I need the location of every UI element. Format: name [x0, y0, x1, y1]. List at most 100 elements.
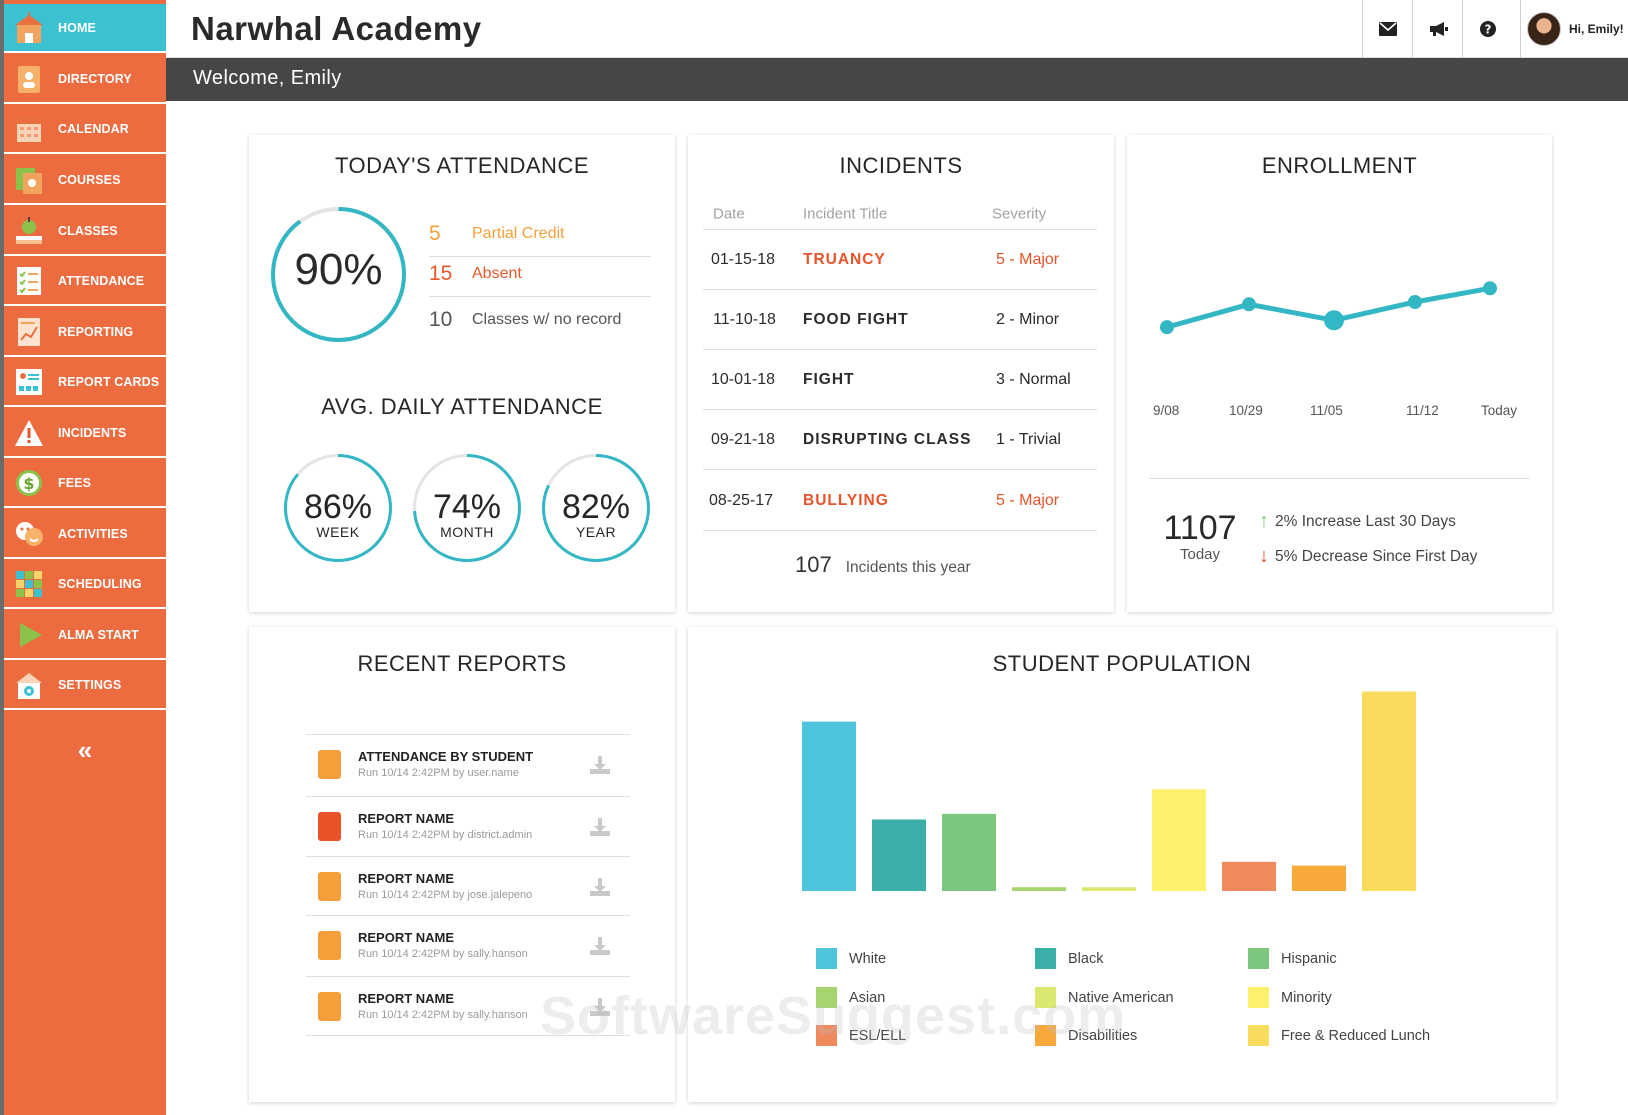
- collapse-sidebar-button[interactable]: «: [77, 735, 93, 765]
- legend-item: Hispanic: [1248, 948, 1337, 969]
- play-icon: [14, 619, 44, 651]
- legend-item: Black: [1035, 948, 1103, 969]
- incident-row[interactable]: 11-10-18 FOOD FIGHT 2 - Minor: [703, 290, 1097, 350]
- enrollment-point: [1408, 295, 1422, 309]
- incident-title: DISRUPTING CLASS: [803, 430, 972, 448]
- help-icon: ?: [1479, 21, 1496, 37]
- enrollment-x-tick: 10/29: [1229, 403, 1263, 418]
- sidebar-item-label: ATTENDANCE: [58, 273, 145, 288]
- report-row[interactable]: REPORT NAME Run 10/14 2:42PM by sally.ha…: [306, 915, 630, 975]
- sidebar-item-incidents[interactable]: INCIDENTS: [4, 409, 166, 458]
- report-card-icon: [14, 366, 44, 398]
- report-row[interactable]: ATTENDANCE BY STUDENT Run 10/14 2:42PM b…: [306, 734, 630, 794]
- enrollment-line-chart: [1160, 281, 1497, 335]
- month-attendance-label: MONTH: [440, 524, 494, 540]
- report-file-icon: [318, 992, 341, 1021]
- incident-title: BULLYING: [803, 491, 889, 509]
- calendar-icon: [14, 113, 44, 145]
- theater-masks-icon: [14, 518, 44, 550]
- report-row[interactable]: REPORT NAME Run 10/14 2:42PM by jose.jal…: [306, 856, 630, 916]
- sidebar-item-courses[interactable]: COURSES: [4, 156, 166, 205]
- sidebar-item-directory[interactable]: DIRECTORY: [4, 55, 166, 104]
- legend-item: Minority: [1248, 987, 1332, 1008]
- enrollment-x-tick: 9/08: [1153, 403, 1180, 418]
- sidebar-item-calendar[interactable]: CALENDAR: [4, 105, 166, 154]
- download-icon[interactable]: [588, 815, 612, 839]
- report-meta: Run 10/14 2:42PM by jose.jalepeno: [358, 889, 533, 901]
- courses-icon: [14, 164, 44, 196]
- absent-count: 15: [429, 261, 453, 285]
- sidebar-item-alma-start[interactable]: ALMA START: [4, 611, 166, 660]
- download-icon[interactable]: [588, 995, 612, 1019]
- announcements-button[interactable]: [1412, 0, 1462, 58]
- enrollment-increase: ↑ 2% Increase Last 30 Days: [1259, 510, 1456, 533]
- sidebar-item-settings[interactable]: SETTINGS: [4, 661, 166, 710]
- enrollment-x-tick: Today: [1481, 403, 1518, 418]
- sidebar-item-label: INCIDENTS: [58, 425, 127, 440]
- no-record-row: 10 Classes w/ no record: [429, 297, 651, 343]
- incident-severity: 2 - Minor: [996, 310, 1060, 328]
- week-attendance-label: WEEK: [316, 524, 360, 540]
- sidebar-item-label: CLASSES: [58, 223, 118, 238]
- sidebar-item-report-cards[interactable]: REPORT CARDS: [4, 358, 166, 407]
- month-attendance-text: 74% MONTH: [417, 490, 517, 540]
- download-icon[interactable]: [588, 753, 612, 777]
- population-bar: [1012, 887, 1066, 891]
- legend-swatch: [1035, 1025, 1056, 1046]
- user-greeting: Hi, Emily!: [1569, 22, 1624, 36]
- legend-swatch: [816, 987, 837, 1008]
- sidebar-item-label: SETTINGS: [58, 677, 122, 692]
- population-bar: [1362, 691, 1416, 891]
- download-icon[interactable]: [588, 875, 612, 899]
- sidebar-item-activities[interactable]: ACTIVITIES: [4, 510, 166, 559]
- mail-button[interactable]: [1362, 0, 1412, 58]
- avg-attendance-title: AVG. DAILY ATTENDANCE: [321, 394, 603, 419]
- sidebar-item-classes[interactable]: CLASSES: [4, 207, 166, 256]
- checklist-icon: [14, 265, 44, 297]
- legend-label: Native American: [1068, 989, 1174, 1006]
- incident-row[interactable]: 08-25-17 BULLYING 5 - Major: [703, 471, 1097, 531]
- settings-house-icon: [14, 669, 44, 701]
- report-name: ATTENDANCE BY STUDENT: [358, 749, 534, 764]
- absent-row: 15 Absent: [429, 251, 651, 297]
- legend-item: Native American: [1035, 987, 1174, 1008]
- legend-label: Disabilities: [1068, 1027, 1138, 1044]
- download-icon[interactable]: [588, 934, 612, 958]
- sidebar-item-fees[interactable]: $ FEES: [4, 459, 166, 508]
- arrow-down-icon: ↓: [1259, 545, 1269, 567]
- megaphone-icon: [1429, 22, 1448, 36]
- incident-row[interactable]: 01-15-18 TRUANCY 5 - Major: [703, 230, 1097, 290]
- incident-title: TRUANCY: [803, 250, 886, 268]
- sidebar-item-attendance[interactable]: ATTENDANCE: [4, 257, 166, 306]
- report-name: REPORT NAME: [358, 871, 455, 886]
- help-button[interactable]: ?: [1462, 0, 1512, 58]
- month-attendance-percent: 74%: [432, 488, 502, 526]
- legend-swatch: [1035, 987, 1056, 1008]
- legend-label: ESL/ELL: [849, 1027, 907, 1044]
- recent-reports-card: RECENT REPORTS: [249, 627, 675, 1102]
- year-attendance-text: 82% YEAR: [546, 490, 646, 540]
- legend-label: Asian: [849, 989, 886, 1006]
- enrollment-card: ENROLLMENT: [1127, 135, 1552, 612]
- report-row[interactable]: REPORT NAME Run 10/14 2:42PM by district…: [306, 796, 630, 856]
- incident-severity: 5 - Major: [996, 250, 1060, 268]
- sidebar-item-reporting[interactable]: REPORTING: [4, 308, 166, 357]
- incident-row[interactable]: 10-01-18 FIGHT 3 - Normal: [703, 350, 1097, 410]
- legend-label: Free & Reduced Lunch: [1281, 1027, 1431, 1044]
- legend-item: ESL/ELL: [816, 1025, 906, 1046]
- user-menu[interactable]: Hi, Emily!: [1520, 0, 1628, 58]
- sidebar-item-home[interactable]: HOME: [4, 4, 166, 53]
- sidebar-item-scheduling[interactable]: SCHEDULING: [4, 560, 166, 609]
- enrollment-point: [1160, 320, 1174, 335]
- warning-icon: [14, 417, 44, 449]
- legend-swatch: [1248, 1025, 1269, 1046]
- report-meta: Run 10/14 2:42PM by sally.hanson: [358, 1009, 528, 1021]
- incident-row[interactable]: 09-21-18 DISRUPTING CLASS 1 - Trivial: [703, 410, 1097, 470]
- legend-item: Free & Reduced Lunch: [1248, 1025, 1430, 1046]
- report-row[interactable]: REPORT NAME Run 10/14 2:42PM by sally.ha…: [306, 976, 630, 1036]
- report-name: REPORT NAME: [358, 930, 455, 945]
- legend-swatch: [816, 948, 837, 969]
- ring-progress: [284, 454, 392, 562]
- enrollment-count-label: Today: [1179, 546, 1221, 563]
